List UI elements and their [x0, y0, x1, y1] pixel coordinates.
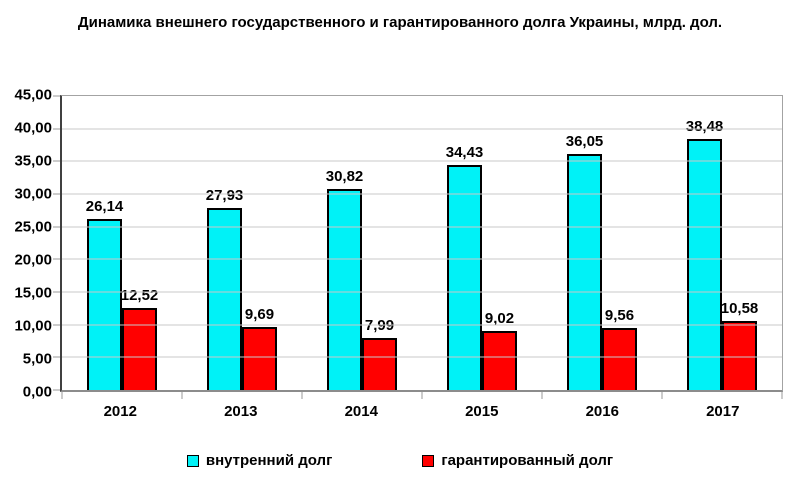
bar-value-label: 38,48 — [685, 117, 724, 135]
bar-value-label: 7,99 — [364, 316, 395, 334]
legend-item: гарантированный долг — [422, 452, 613, 469]
legend-label: внутренний долг — [205, 452, 333, 469]
y-tick — [53, 193, 60, 195]
bar — [87, 219, 122, 390]
bar-value-label: 9,56 — [604, 306, 635, 324]
bar-value-label: 34,43 — [445, 144, 484, 162]
bar — [722, 320, 757, 390]
bar-slot: 38,48 — [685, 96, 724, 390]
x-axis-label: 2013 — [224, 403, 258, 420]
bar-slot: 9,02 — [482, 96, 517, 390]
bar — [207, 207, 242, 390]
bar-value-label: 10,58 — [720, 299, 759, 317]
x-tick — [541, 392, 543, 399]
x-tick — [661, 392, 663, 399]
y-tick-label: 5,00 — [22, 350, 52, 368]
y-tick-label: 35,00 — [14, 152, 52, 170]
plot-area: 26,14 12,52 27,93 9,69 30,82 7,99 34,43 9,02 36,… — [53, 95, 783, 399]
bar — [602, 327, 637, 390]
y-tick — [53, 258, 60, 260]
bar-slot: 34,43 — [445, 96, 484, 390]
x-tick — [301, 392, 303, 399]
y-tick — [53, 95, 60, 97]
bar-group: 38,48 10,58 — [662, 96, 782, 390]
bar-slot: 26,14 — [85, 96, 124, 390]
y-tick-label: 30,00 — [14, 185, 52, 203]
bar — [687, 138, 722, 390]
bar-slot: 36,05 — [565, 96, 604, 390]
bar-value-label: 12,52 — [120, 287, 159, 305]
legend-swatch — [186, 454, 199, 467]
chart-title: Динамика внешнего государственного и гар… — [77, 14, 723, 31]
bar — [327, 188, 362, 390]
bar-value-label: 30,82 — [325, 167, 364, 185]
gridline — [62, 324, 782, 326]
bar-value-label: 9,69 — [244, 305, 275, 323]
bar-value-label: 36,05 — [565, 133, 604, 151]
y-tick-label: 25,00 — [14, 218, 52, 236]
y-tick-label: 40,00 — [14, 119, 52, 137]
bar-value-label: 26,14 — [85, 198, 124, 216]
x-tick — [181, 392, 183, 399]
bar — [482, 331, 517, 390]
bar-slot: 12,52 — [120, 96, 159, 390]
bar-groups: 26,14 12,52 27,93 9,69 30,82 7,99 34,43 9,02 36,… — [62, 96, 782, 390]
bar-slot: 27,93 — [205, 96, 244, 390]
legend-item: внутренний долг — [186, 452, 333, 469]
legend: внутренний долг гарантированный долг — [0, 452, 800, 469]
y-tick-label: 10,00 — [14, 317, 52, 335]
y-tick-label: 20,00 — [14, 251, 52, 269]
legend-swatch — [422, 454, 435, 467]
y-axis: 45,00 40,00 35,00 30,00 25,00 20,00 15,00 10,00… — [0, 87, 52, 401]
gridline — [62, 258, 782, 260]
gridline — [62, 226, 782, 228]
x-axis-label: 2017 — [706, 403, 740, 420]
gridline — [62, 356, 782, 358]
gridline — [62, 291, 782, 293]
bar — [122, 308, 157, 390]
bar-slot: 30,82 — [325, 96, 364, 390]
bar-slot: 7,99 — [362, 96, 397, 390]
x-tick — [781, 392, 783, 399]
bar-slot: 9,69 — [242, 96, 277, 390]
gridline — [62, 128, 782, 130]
bar — [447, 165, 482, 390]
y-tick-label: 0,00 — [22, 383, 52, 401]
bar-group: 34,43 9,02 — [422, 96, 542, 390]
legend-label: гарантированный долг — [441, 452, 614, 469]
bar — [242, 326, 277, 390]
x-axis-label: 2016 — [585, 403, 619, 420]
bar — [362, 337, 397, 390]
bar-slot: 9,56 — [602, 96, 637, 390]
bar-group: 36,05 9,56 — [542, 96, 662, 390]
x-axis-label: 2014 — [344, 403, 378, 420]
y-tick — [53, 324, 60, 326]
bar-group: 30,82 7,99 — [302, 96, 422, 390]
gridline — [62, 160, 782, 162]
bar-slot: 10,58 — [720, 96, 759, 390]
x-axis: 2012 2013 2014 2015 2016 2017 — [60, 403, 783, 420]
y-tick — [53, 226, 60, 228]
y-tick — [53, 291, 60, 293]
y-tick — [53, 160, 60, 162]
y-tick-label: 15,00 — [14, 284, 52, 302]
bar-value-label: 27,93 — [205, 186, 244, 204]
x-tick — [421, 392, 423, 399]
bar-group: 26,14 12,52 — [62, 96, 182, 390]
x-tick — [61, 392, 63, 399]
gridline — [62, 193, 782, 195]
y-tick-label: 45,00 — [14, 86, 52, 104]
y-tick — [53, 128, 60, 130]
bar — [567, 154, 602, 390]
x-axis-label: 2015 — [465, 403, 499, 420]
x-axis-label: 2012 — [103, 403, 137, 420]
y-tick — [53, 356, 60, 358]
bar-group: 27,93 9,69 — [182, 96, 302, 390]
y-tick — [53, 389, 60, 391]
bar-value-label: 9,02 — [484, 310, 515, 328]
